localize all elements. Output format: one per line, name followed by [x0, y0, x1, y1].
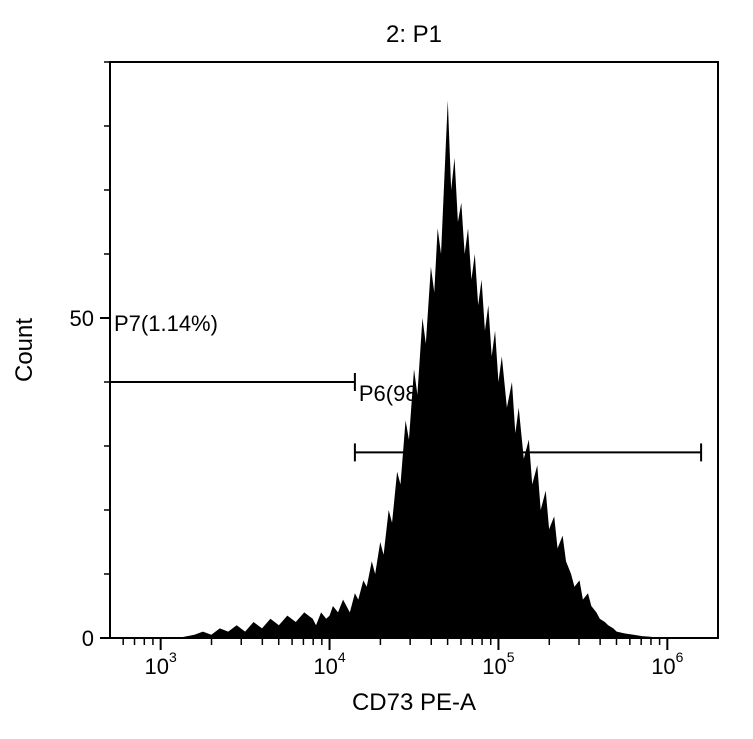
y-axis-label: Count — [11, 318, 38, 382]
y-tick-label: 0 — [82, 626, 94, 651]
y-tick-label: 50 — [70, 306, 94, 331]
chart-svg: 050103104105106P7(1.14%)P6(98.86%)2: P1C… — [0, 0, 753, 739]
chart-title: 2: P1 — [386, 21, 442, 48]
flow-cytometry-histogram: 050103104105106P7(1.14%)P6(98.86%)2: P1C… — [0, 0, 753, 739]
x-axis-label: CD73 PE-A — [352, 689, 476, 716]
gate-label-P7: P7(1.14%) — [114, 311, 218, 336]
gate-label-P6: P6(98.86%) — [359, 381, 475, 406]
